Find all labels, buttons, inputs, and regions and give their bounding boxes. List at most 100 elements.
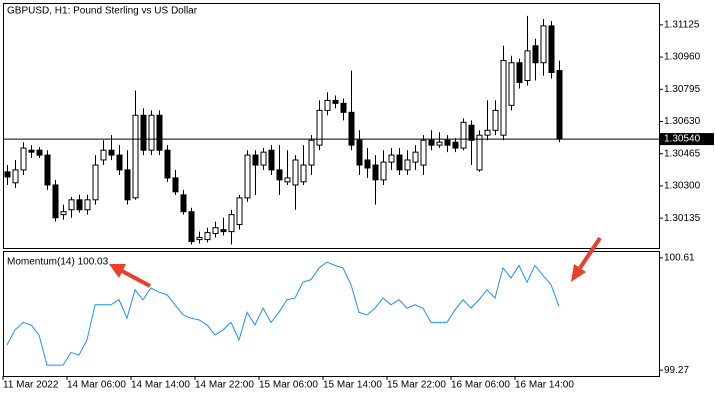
- y-tick-label: 1.30630: [664, 116, 701, 127]
- candle-body: [172, 177, 179, 193]
- candle-body: [164, 149, 171, 179]
- candle-body: [60, 211, 67, 216]
- candle-body: [124, 169, 131, 201]
- candle-body: [52, 184, 59, 219]
- candle-body: [404, 159, 411, 171]
- current-price-box: [660, 133, 714, 146]
- indicator-title: Momentum(14) 100.03: [7, 257, 109, 268]
- candle-body: [324, 99, 331, 111]
- candle-body: [516, 62, 523, 83]
- y-tick-label: 1.31125: [664, 20, 700, 31]
- candle-body: [308, 139, 315, 166]
- x-tick-label: 16 Mar 06:00: [451, 380, 510, 391]
- x-tick-label: 14 Mar 22:00: [195, 380, 254, 391]
- candle-body: [108, 149, 115, 156]
- candle-body: [468, 124, 475, 141]
- candle-body: [524, 50, 531, 82]
- candle-body: [428, 139, 435, 146]
- candle-body: [436, 141, 443, 146]
- momentum-line: [6, 261, 560, 366]
- candle-body: [252, 154, 259, 166]
- candle-body: [268, 149, 275, 171]
- candle-body: [476, 134, 483, 171]
- candle-body: [28, 149, 35, 153]
- candle-body: [220, 229, 227, 233]
- candle-body: [372, 164, 379, 181]
- candle-body: [484, 129, 491, 136]
- candle-body: [388, 154, 395, 163]
- x-tick-label: 16 Mar 14:00: [515, 380, 574, 391]
- x-tick-label: 11 Mar 2022: [3, 380, 59, 391]
- candle-body: [284, 177, 291, 183]
- y-tick-label: 99.27: [664, 365, 689, 376]
- candle-body: [508, 62, 515, 106]
- y-tick-label: 1.30795: [664, 84, 701, 95]
- candle-body: [204, 232, 211, 241]
- candle-body: [84, 199, 91, 211]
- y-tick-label: 100.61: [664, 253, 695, 264]
- x-tick-label: 14 Mar 14:00: [131, 380, 190, 391]
- candle-body: [180, 194, 187, 213]
- x-tick-label: 15 Mar 14:00: [323, 380, 382, 391]
- candle-body: [276, 169, 283, 181]
- candle-body: [556, 70, 563, 140]
- candle-body: [228, 214, 235, 233]
- y-tick-label: 1.30465: [664, 148, 701, 159]
- candle-body: [116, 154, 123, 171]
- y-tick-label: 1.30960: [664, 52, 701, 63]
- candle-body: [412, 151, 419, 163]
- candle-body: [300, 164, 307, 183]
- y-tick-label: 1.30135: [664, 213, 701, 224]
- candle-body: [356, 139, 363, 166]
- arrow-head: [109, 264, 126, 278]
- candle-body: [196, 236, 203, 241]
- candle-body: [68, 199, 75, 211]
- arrow-head: [571, 264, 586, 282]
- candle-body: [540, 25, 547, 64]
- candle-body: [364, 159, 371, 169]
- candle-body: [244, 154, 251, 199]
- candle-body: [444, 139, 451, 146]
- x-tick-label: 14 Mar 06:00: [67, 380, 126, 391]
- current-price-label: 1.30540: [664, 134, 701, 145]
- candle-body: [12, 169, 19, 184]
- candle-body: [292, 159, 299, 186]
- candle-body: [100, 149, 107, 161]
- candle-body: [76, 199, 83, 211]
- candle-body: [332, 99, 339, 104]
- y-tick-label: 1.30300: [664, 181, 701, 192]
- candle-body: [36, 149, 43, 156]
- candle-body: [44, 154, 51, 186]
- x-tick-label: 15 Mar 06:00: [259, 380, 318, 391]
- candle-body: [156, 114, 163, 151]
- candle-body: [348, 111, 355, 146]
- candle-body: [20, 147, 27, 171]
- candle-body: [452, 141, 459, 149]
- candle-body: [500, 60, 507, 136]
- candle-body: [92, 164, 99, 201]
- arrow: [571, 236, 602, 282]
- candle-body: [380, 161, 387, 181]
- price-panel: [3, 3, 660, 249]
- candle-body: [140, 114, 147, 151]
- chart-title: GBPUSD, H1: Pound Sterling vs US Dollar: [7, 6, 198, 17]
- candle-body: [316, 109, 323, 146]
- candle-body: [260, 151, 267, 166]
- arrow-shaft: [578, 236, 602, 270]
- candle-body: [548, 25, 555, 74]
- arrow: [109, 264, 151, 288]
- candle-body: [4, 171, 11, 178]
- candle-body: [340, 102, 347, 113]
- candle-body: [532, 45, 539, 64]
- x-tick-label: 15 Mar 22:00: [387, 380, 446, 391]
- arrow-shaft: [121, 269, 151, 288]
- candle-body: [236, 197, 243, 226]
- candle-body: [492, 109, 499, 131]
- candle-body: [148, 114, 155, 151]
- candle-body: [396, 154, 403, 171]
- candle-body: [460, 121, 467, 149]
- candle-body: [212, 227, 219, 235]
- candle-body: [132, 114, 139, 199]
